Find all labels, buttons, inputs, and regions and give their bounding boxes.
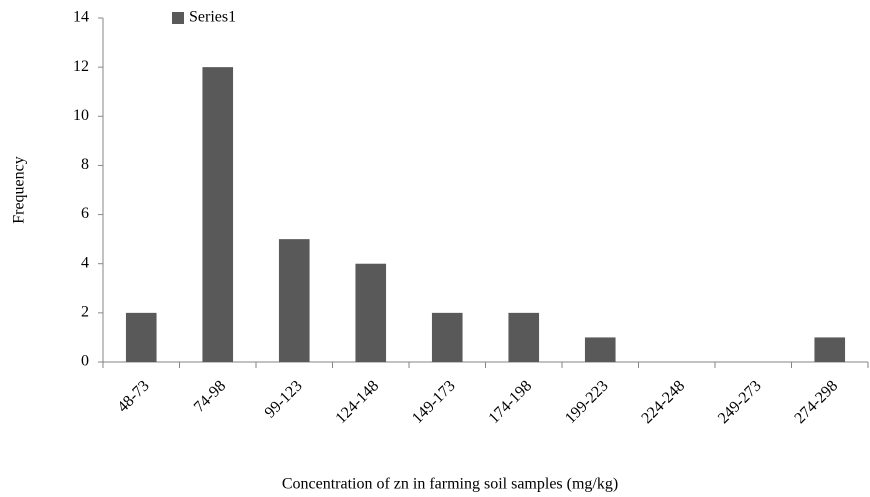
y-tick-label: 10 xyxy=(73,107,89,124)
y-axis-title: Frequency xyxy=(11,156,28,224)
x-tick-label: 274-298 xyxy=(791,377,841,427)
bar xyxy=(584,337,616,362)
bar xyxy=(355,263,387,362)
x-axis-title: Concentration of zn in farming soil samp… xyxy=(282,476,618,493)
x-tick-label: 249-273 xyxy=(715,377,765,427)
y-tick-label: 6 xyxy=(81,205,89,222)
x-tick-label: 224-248 xyxy=(638,377,688,427)
legend-label: Series1 xyxy=(189,9,236,26)
x-tick-label: 149-173 xyxy=(409,377,459,427)
y-tick-label: 4 xyxy=(81,254,89,271)
y-tick-label: 2 xyxy=(81,304,89,321)
x-tick-label: 99-123 xyxy=(262,377,306,421)
bar xyxy=(431,312,463,362)
x-tick-label: 174-198 xyxy=(485,377,535,427)
x-tick-label: 124-148 xyxy=(332,377,382,427)
x-tick-label: 74-98 xyxy=(191,377,229,415)
x-tick-label: 199-223 xyxy=(562,377,612,427)
bar xyxy=(125,312,157,362)
x-tick-label: 48-73 xyxy=(114,377,152,415)
y-tick-label: 14 xyxy=(73,9,89,26)
legend-swatch xyxy=(172,12,184,24)
bar xyxy=(202,67,234,363)
y-tick-label: 0 xyxy=(81,353,89,370)
y-tick-label: 8 xyxy=(81,156,89,173)
bar xyxy=(278,239,310,362)
bar xyxy=(508,312,540,362)
bar xyxy=(814,337,846,362)
y-tick-label: 12 xyxy=(73,58,89,75)
